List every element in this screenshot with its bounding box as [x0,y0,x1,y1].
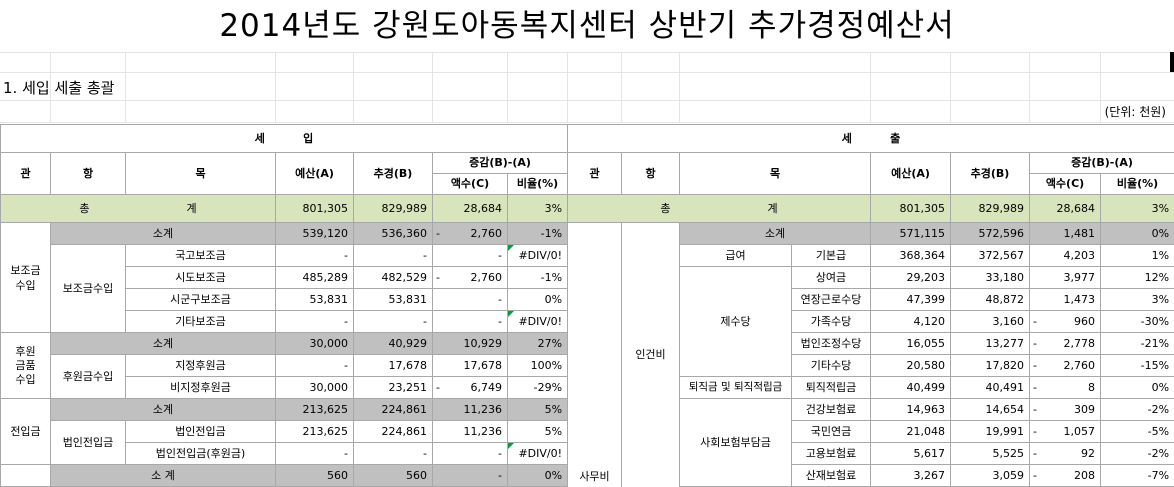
revenue-table: 세 입 관 항 목 예산(A) 추경(B) 증감(B)-(A) 액수(C) 비율… [0,124,568,487]
hang-cell: 인건비 [622,223,680,487]
kwan-cell: 전입금 [1,399,51,465]
expense-total-row: 총 계 801,305 829,989 28,684 3% [568,195,1174,223]
col-hang: 항 [622,153,680,195]
table-row: 후원 금품 수입 소계 30,000 40,929 10,929 27% [1,333,568,355]
cell-cursor-mark [1170,52,1174,72]
col-kwan: 관 [568,153,622,195]
table-row: 후원금수입 지정후원금 - 17,678 17,678 100% [1,355,568,377]
table-row: 전입금 소계 213,625 224,861 11,236 5% [1,399,568,421]
revenue-total-row: 총 계 801,305 829,989 28,684 3% [1,195,568,223]
total-revised: 829,989 [354,195,433,223]
col-mok: 목 [680,153,871,195]
col-kwan: 관 [1,153,51,195]
group-insurance: 사회보험부담금 [680,399,792,487]
total-budget: 801,305 [871,195,951,223]
total-budget: 801,305 [276,195,354,223]
col-diff: 증감(B)-(A) [433,153,568,174]
hang-cell: 법인전입금 [51,421,126,465]
kwan-cell: 보조금 수입 [1,223,51,333]
group-retire: 퇴직금 및 퇴직적립금 [680,377,792,399]
group-salary: 급여 [680,245,792,267]
hang-cell: 보조금수입 [51,245,126,333]
total-ratio: 3% [508,195,568,223]
hang-cell: 후원금수입 [51,355,126,399]
total-amount: 28,684 [1030,195,1101,223]
kwan-cell: 사무비 [568,223,622,487]
table-row: 보조금수입 국고보조금 - - - #DIV/0! [1,245,568,267]
col-budget: 예산(A) [871,153,951,195]
col-amount: 액수(C) [433,174,508,195]
col-amount: 액수(C) [1030,174,1101,195]
document-title: 2014년도 강원도아동복지센터 상반기 추가경정예산서 [0,0,1174,52]
col-budget: 예산(A) [276,153,354,195]
group-allowance: 제수당 [680,267,792,377]
col-diff: 증감(B)-(A) [1030,153,1174,174]
col-ratio: 비율(%) [508,174,568,195]
kwan-cell: 후원 금품 수입 [1,333,51,399]
expense-header: 세 출 [568,125,1174,153]
table-row: 소 계 560 560 - 0% [1,465,568,487]
total-amount: 28,684 [433,195,508,223]
table-row: 사무비 인건비 소계 571,115 572,596 1,481 0% [568,223,1174,245]
total-ratio: 3% [1101,195,1174,223]
col-hang: 항 [51,153,126,195]
revenue-header: 세 입 [1,125,568,153]
col-revised: 추경(B) [354,153,433,195]
table-row: 법인전입금 법인전입금 213,625 224,861 11,236 5% [1,421,568,443]
total-label: 총 계 [568,195,871,223]
table-row: 보조금 수입 소계 539,120 536,360 -2,760 -1% [1,223,568,245]
col-mok: 목 [126,153,276,195]
col-ratio: 비율(%) [1101,174,1174,195]
unit-label: (단위: 천원) [1105,104,1166,120]
total-label: 총 계 [1,195,276,223]
section-heading: 1. 세입 세출 총괄 [3,76,114,100]
col-revised: 추경(B) [951,153,1030,195]
total-revised: 829,989 [951,195,1030,223]
expense-table: 세 출 관 항 목 예산(A) 추경(B) 증감(B)-(A) 액수(C) 비율… [567,124,1174,487]
